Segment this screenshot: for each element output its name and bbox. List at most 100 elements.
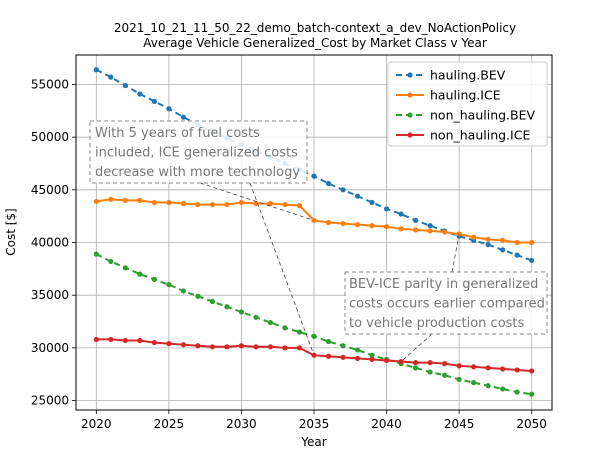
- y-axis-label: Cost [$]: [4, 208, 18, 256]
- legend-marker: [407, 132, 413, 138]
- data-point: [354, 355, 361, 361]
- data-point: [267, 319, 274, 326]
- legend-label: hauling.BEV: [430, 68, 506, 83]
- data-point: [122, 82, 128, 89]
- data-point: [180, 200, 186, 207]
- x-tick-label: 2035: [299, 417, 330, 431]
- legend-label: non_hauling.BEV: [430, 108, 535, 123]
- data-point: [122, 337, 128, 344]
- x-tick-label: 2045: [444, 417, 475, 431]
- data-point: [500, 247, 506, 253]
- data-point: [253, 200, 259, 207]
- legend-label: hauling.ICE: [430, 88, 501, 103]
- y-tick-label: 25000: [31, 394, 69, 408]
- data-point: [151, 339, 157, 346]
- data-point: [442, 372, 448, 378]
- data-point: [282, 345, 288, 351]
- chart-title: 2021_10_21_11_50_22_demo_batch-context_a…: [114, 21, 516, 35]
- data-point: [471, 380, 477, 386]
- annotation-text: decrease with more technology: [95, 165, 300, 180]
- data-point: [369, 199, 375, 206]
- y-tick-label: 50000: [31, 130, 69, 144]
- legend-box: [387, 61, 548, 147]
- data-point: [485, 236, 491, 242]
- data-point: [311, 173, 317, 179]
- data-point: [340, 343, 346, 349]
- data-point: [195, 343, 201, 349]
- data-point: [166, 341, 172, 347]
- data-point: [529, 239, 535, 246]
- data-point: [108, 196, 114, 202]
- legend: hauling.BEV hauling.ICE non_hauling.BEVnon…: [387, 61, 548, 147]
- data-point: [412, 365, 419, 371]
- data-point: [325, 219, 332, 226]
- chart-subtitle: Average Vehicle Generalized_Cost by Mark…: [143, 36, 487, 50]
- data-point: [253, 314, 259, 320]
- y-tick-label: 55000: [31, 77, 69, 91]
- data-point: [224, 201, 230, 208]
- x-axis-label: Year: [300, 435, 326, 449]
- data-point: [456, 363, 462, 369]
- data-point: [195, 293, 201, 299]
- data-point: [456, 231, 462, 237]
- data-point: [238, 343, 245, 349]
- data-point: [514, 367, 520, 373]
- data-point: [456, 376, 462, 383]
- data-point: [383, 357, 390, 364]
- data-point: [108, 258, 114, 265]
- data-point: [369, 356, 375, 363]
- data-point: [427, 223, 433, 229]
- data-point: [296, 203, 303, 209]
- data-point: [311, 333, 317, 339]
- data-point: [427, 228, 433, 234]
- x-tick-label: 2020: [81, 417, 112, 431]
- annotations: With 5 years of fuel costs included, ICE …: [89, 120, 548, 362]
- data-point: [369, 352, 375, 358]
- data-point: [238, 199, 245, 206]
- annotation-text: BEV-ICE parity in generalized: [349, 277, 538, 292]
- data-point: [325, 353, 332, 359]
- data-point: [180, 114, 186, 120]
- data-point: [253, 344, 259, 350]
- annotation-box: [89, 120, 308, 184]
- data-point: [485, 242, 491, 248]
- data-point: [93, 251, 99, 257]
- data-point: [93, 336, 99, 343]
- data-point: [238, 309, 245, 315]
- data-point: [427, 359, 433, 366]
- data-point: [195, 201, 201, 208]
- data-point: [151, 199, 157, 206]
- data-point: [180, 288, 186, 294]
- data-point: [412, 217, 419, 223]
- data-point: [354, 347, 361, 353]
- data-point: [151, 98, 157, 104]
- y-tick-label: 45000: [31, 183, 69, 197]
- data-point: [108, 336, 114, 343]
- data-point: [354, 193, 361, 199]
- annotation-text: included, ICE generalized costs: [95, 146, 298, 161]
- legend-marker: [407, 92, 413, 98]
- data-point: [122, 265, 128, 271]
- annotation-text: to vehicle production costs: [349, 316, 525, 331]
- data-point: [471, 234, 477, 240]
- data-point: [209, 344, 216, 350]
- data-point: [137, 337, 143, 344]
- y-tick-label: 40000: [31, 236, 69, 250]
- data-point: [500, 237, 506, 244]
- data-point: [267, 344, 274, 350]
- data-point: [340, 187, 346, 193]
- x-tick-label: 2030: [226, 417, 257, 431]
- data-point: [282, 325, 288, 331]
- data-point: [529, 257, 535, 264]
- data-point: [529, 368, 535, 374]
- legend-label: non_hauling.ICE: [430, 128, 530, 143]
- ticks: 2020 2025 2030 2035 2040 2045 2050 25000 30000 35…: [31, 77, 547, 431]
- data-point: [340, 220, 346, 227]
- y-tick-label: 30000: [31, 341, 69, 355]
- data-point: [442, 229, 448, 235]
- data-point: [383, 206, 390, 212]
- annotation-arrow: [199, 182, 315, 221]
- data-point: [180, 342, 186, 348]
- data-point: [296, 345, 303, 351]
